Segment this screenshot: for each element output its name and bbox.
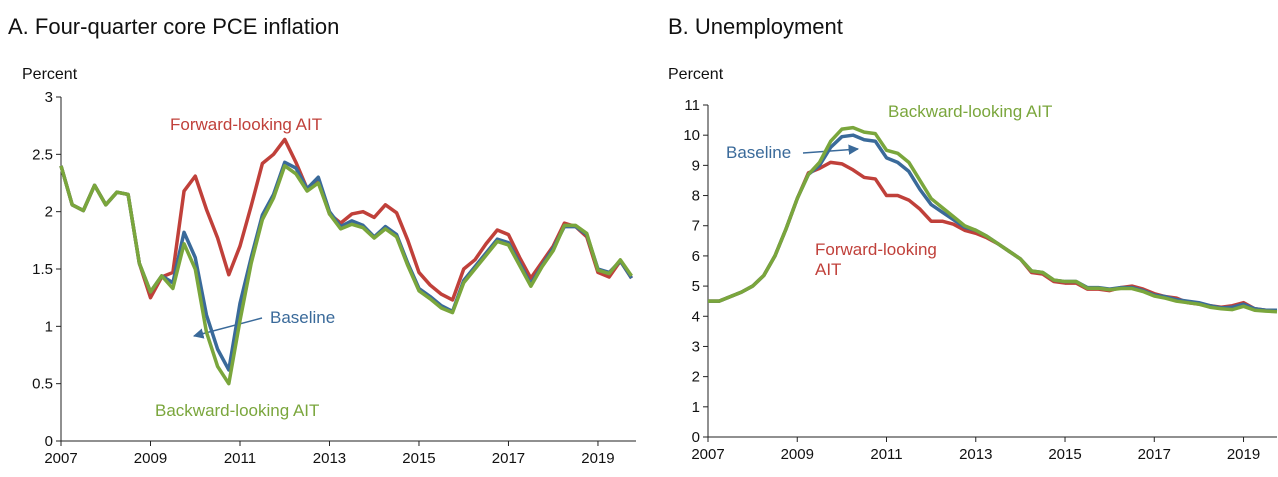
y-tick-label: 6 (692, 248, 700, 265)
x-tick-label: 2009 (781, 446, 814, 463)
y-tick-label: 0 (692, 429, 700, 446)
series-line (59, 164, 633, 386)
x-tick-label: 2013 (959, 446, 992, 463)
series-line (59, 160, 633, 372)
series-label: Baseline (726, 143, 792, 162)
y-tick-label: 4 (692, 308, 700, 325)
x-tick-label: 2017 (1138, 446, 1171, 463)
y-tick-label: 0 (45, 433, 53, 450)
x-tick-label: 2011 (224, 450, 256, 467)
y-tick-label: 3 (45, 89, 53, 106)
series-label: Backward-looking AIT (888, 102, 1053, 121)
x-tick-label: 2019 (581, 450, 614, 467)
chart-title: A. Four-quarter core PCE inflation (8, 14, 340, 39)
y-tick-label: 5 (692, 278, 700, 295)
x-tick-label: 2015 (1048, 446, 1081, 463)
arrow (802, 144, 860, 155)
x-tick-label: 2007 (691, 446, 724, 463)
x-tick-label: 2017 (492, 450, 525, 467)
y-tick-label: 9 (692, 157, 700, 174)
y-tick-label: 0.5 (32, 376, 53, 393)
series-label: Forward-looking AIT (170, 115, 323, 134)
y-tick-label: 7 (692, 218, 700, 235)
x-tick-label: 2011 (870, 446, 902, 463)
series-line (708, 133, 1277, 312)
chart-title: B. Unemployment (668, 14, 843, 39)
x-tick-label: 2009 (134, 450, 167, 467)
series-label: Forward-looking AIT (815, 240, 937, 279)
y-tick-label: 1 (692, 399, 700, 416)
y-tick-label: 2 (692, 369, 700, 386)
series-line (59, 137, 633, 302)
series-line (708, 160, 1277, 312)
y-tick-label: 3 (692, 338, 700, 355)
x-tick-label: 2007 (44, 450, 77, 467)
series-label: Backward-looking AIT (155, 401, 320, 420)
x-tick-label: 2013 (313, 450, 346, 467)
y-tick-label: 10 (683, 127, 700, 144)
y-tick-label: 2 (45, 204, 53, 221)
series-line (708, 125, 1278, 314)
x-tick-label: 2019 (1227, 446, 1260, 463)
series-label: Baseline (270, 308, 336, 327)
y-tick-label: 1 (45, 318, 53, 335)
y-axis-label: Percent (668, 66, 724, 83)
y-tick-label: 1.5 (32, 261, 53, 278)
y-tick-label: 2.5 (32, 146, 53, 163)
y-tick-label: 11 (684, 97, 700, 114)
x-tick-label: 2015 (402, 450, 435, 467)
y-axis-label: Percent (22, 66, 78, 83)
y-tick-label: 8 (692, 188, 700, 205)
